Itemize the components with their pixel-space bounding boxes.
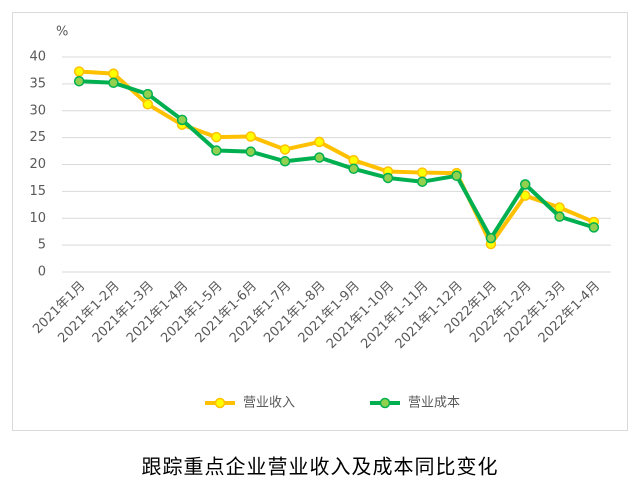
legend-marker	[214, 397, 226, 409]
marker	[451, 170, 462, 182]
marker	[211, 145, 222, 156]
y-unit: %	[56, 25, 68, 40]
chart-frame	[12, 12, 628, 431]
marker	[485, 232, 497, 244]
marker	[279, 144, 291, 155]
series-line	[79, 69, 595, 247]
marker	[417, 167, 428, 178]
chart-title: 跟踪重点企业营业收入及成本同比变化	[142, 455, 499, 479]
y-tick-label: 10	[29, 211, 46, 226]
legend-marker	[379, 397, 391, 409]
marker	[348, 154, 359, 166]
y-tick-label: 5	[38, 238, 46, 253]
marker	[382, 172, 394, 184]
marker	[73, 75, 85, 87]
marker	[176, 114, 188, 126]
marker	[554, 211, 565, 222]
y-tick-label: 20	[29, 157, 46, 172]
legend-label: 营业收入	[243, 396, 295, 411]
marker	[348, 163, 359, 175]
marker	[588, 222, 600, 233]
marker	[314, 136, 325, 148]
legend-label: 营业成本	[408, 396, 460, 411]
marker	[108, 77, 119, 89]
marker	[314, 152, 325, 163]
marker	[142, 99, 154, 110]
y-tick-label: 40	[29, 50, 46, 65]
marker	[211, 131, 222, 143]
y-tick-label: 0	[38, 265, 46, 280]
marker	[245, 146, 256, 157]
marker	[554, 202, 565, 213]
marker	[519, 190, 531, 201]
y-tick-label: 25	[29, 130, 46, 145]
y-tick-label: 30	[29, 103, 46, 118]
marker	[73, 66, 85, 77]
marker	[142, 88, 154, 100]
marker	[417, 176, 428, 187]
marker	[279, 156, 291, 167]
y-tick-label: 35	[29, 76, 46, 91]
marker	[519, 179, 531, 190]
y-tick-label: 15	[29, 184, 46, 199]
marker	[245, 131, 256, 142]
series-line	[79, 79, 595, 241]
marker	[108, 68, 119, 79]
